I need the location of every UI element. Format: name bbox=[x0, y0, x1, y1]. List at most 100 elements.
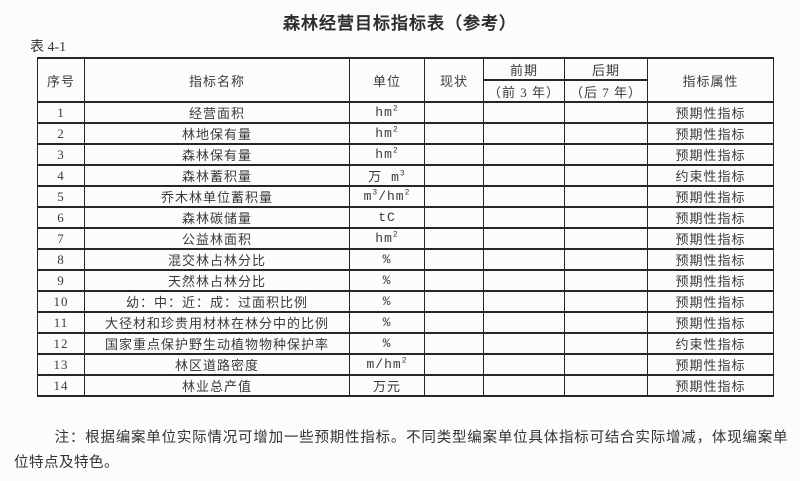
header-late-years: （后 7 年） bbox=[564, 79, 648, 103]
early-period-value bbox=[483, 311, 565, 334]
table-row: 4 森林蓄积量万 m3 约束性指标 bbox=[37, 164, 774, 187]
indicator-table-body: 1 经营面积 hm2 预期性指标 2 林地保有量 hm2 预期性指标 3 森林保有量 hm2 预期性指… bbox=[37, 101, 774, 397]
indicator-attribute: 预期性指标 bbox=[647, 374, 774, 397]
indicator-unit: 万元 bbox=[349, 374, 425, 397]
indicator-name: 天然林占林分比 bbox=[84, 269, 350, 292]
row-number: 4 bbox=[37, 164, 85, 187]
late-period-value bbox=[564, 101, 648, 124]
current-value bbox=[424, 374, 484, 397]
header-no: 序号 bbox=[37, 57, 85, 103]
header-attribute: 指标属性 bbox=[647, 57, 774, 103]
early-period-value bbox=[483, 122, 565, 145]
indicator-name: 混交林占林分比 bbox=[84, 248, 350, 271]
table-row: 14 林业总产值 万元 预期性指标 bbox=[37, 374, 774, 397]
early-period-value bbox=[483, 290, 565, 313]
current-value bbox=[424, 248, 484, 271]
indicator-unit: % bbox=[349, 311, 425, 334]
early-period-value bbox=[483, 248, 565, 271]
indicator-name: 森林碳储量 bbox=[84, 206, 350, 229]
current-value bbox=[424, 164, 484, 187]
indicator-unit: % bbox=[349, 269, 425, 292]
indicator-attribute: 预期性指标 bbox=[647, 185, 774, 208]
current-value bbox=[424, 122, 484, 145]
early-period-value bbox=[483, 164, 565, 187]
table-row: 11 大径材和珍贵用材林在林分中的比例% 预期性指标 bbox=[37, 311, 774, 334]
late-period-value bbox=[564, 248, 648, 271]
table-row: 7 公益林面积 hm2 预期性指标 bbox=[37, 227, 774, 250]
early-period-value bbox=[483, 332, 565, 355]
indicator-attribute: 预期性指标 bbox=[647, 269, 774, 292]
late-period-value bbox=[564, 290, 648, 313]
table-number-label: 表 4-1 bbox=[30, 40, 67, 55]
row-number: 7 bbox=[37, 227, 85, 250]
footnote: 注：根据编案单位实际情况可增加一些预期性指标。不同类型编案单位具体指标可结合实际… bbox=[14, 430, 788, 471]
table-row: 12 国家重点保护野生动植物物种保护率% 约束性指标 bbox=[37, 332, 774, 355]
early-period-value bbox=[483, 353, 565, 376]
table-row: 2 林地保有量 hm2 预期性指标 bbox=[37, 122, 774, 145]
table-row: 1 经营面积 hm2 预期性指标 bbox=[37, 101, 774, 124]
table-row: 8 混交林占林分比% 预期性指标 bbox=[37, 248, 774, 271]
indicator-attribute: 约束性指标 bbox=[647, 164, 774, 187]
indicator-name: 森林保有量 bbox=[84, 143, 350, 166]
indicator-attribute: 预期性指标 bbox=[647, 206, 774, 229]
row-number: 12 bbox=[37, 332, 85, 355]
table-row: 13 林区道路密度 m/hm2 预期性指标 bbox=[37, 353, 774, 376]
early-period-value bbox=[483, 374, 565, 397]
indicator-unit: % bbox=[349, 290, 425, 313]
late-period-value bbox=[564, 227, 648, 250]
indicator-name: 经营面积 bbox=[84, 101, 350, 124]
indicator-attribute: 预期性指标 bbox=[647, 248, 774, 271]
header-early-years: （前 3 年） bbox=[483, 79, 565, 103]
header-row-bottom: （前 3 年） （后 7 年） bbox=[38, 79, 774, 103]
indicator-unit: % bbox=[349, 332, 425, 355]
current-value bbox=[424, 311, 484, 334]
row-number: 9 bbox=[37, 269, 85, 292]
current-value bbox=[424, 290, 484, 313]
indicator-name: 国家重点保护野生动植物物种保护率 bbox=[84, 332, 350, 355]
indicator-unit: m/hm2 bbox=[349, 353, 425, 376]
current-value bbox=[424, 206, 484, 229]
indicator-name: 乔木林单位蓄积量 bbox=[84, 185, 350, 208]
indicator-attribute: 预期性指标 bbox=[647, 101, 774, 124]
late-period-value bbox=[564, 143, 648, 166]
early-period-value bbox=[483, 101, 565, 124]
indicator-unit: m3/hm2 bbox=[349, 185, 425, 208]
early-period-value bbox=[483, 206, 565, 229]
current-value bbox=[424, 353, 484, 376]
row-number: 13 bbox=[37, 353, 85, 376]
row-number: 11 bbox=[37, 311, 85, 334]
indicator-name: 林地保有量 bbox=[84, 122, 350, 145]
late-period-value bbox=[564, 206, 648, 229]
early-period-value bbox=[483, 143, 565, 166]
indicator-attribute: 预期性指标 bbox=[647, 227, 774, 250]
row-number: 3 bbox=[37, 143, 85, 166]
indicator-table: 序号 指标名称 单位 现状 前期 后期 指标属性 （前 3 年） （后 7 年）… bbox=[37, 57, 774, 397]
early-period-value bbox=[483, 269, 565, 292]
indicator-name: 大径材和珍贵用材林在林分中的比例 bbox=[84, 311, 350, 334]
table-row: 6 森林碳储量 tC 预期性指标 bbox=[37, 206, 774, 229]
current-value bbox=[424, 101, 484, 124]
late-period-value bbox=[564, 122, 648, 145]
table-row: 9 天然林占林分比% 预期性指标 bbox=[37, 269, 774, 292]
indicator-attribute: 预期性指标 bbox=[647, 122, 774, 145]
current-value bbox=[424, 269, 484, 292]
header-early-period: 前期 bbox=[483, 57, 565, 81]
current-value bbox=[424, 332, 484, 355]
late-period-value bbox=[564, 374, 648, 397]
row-number: 14 bbox=[37, 374, 85, 397]
current-value bbox=[424, 185, 484, 208]
row-number: 8 bbox=[37, 248, 85, 271]
indicator-unit: hm2 bbox=[349, 227, 425, 250]
header-row-top: 序号 指标名称 单位 现状 前期 后期 指标属性 bbox=[37, 57, 774, 103]
late-period-value bbox=[564, 269, 648, 292]
late-period-value bbox=[564, 311, 648, 334]
table-row: 5 乔木林单位蓄积量 m3/hm2 预期性指标 bbox=[37, 185, 774, 208]
indicator-unit: hm2 bbox=[349, 101, 425, 124]
early-period-value bbox=[483, 227, 565, 250]
indicator-unit: hm2 bbox=[349, 122, 425, 145]
indicator-name: 公益林面积 bbox=[84, 227, 350, 250]
late-period-value bbox=[564, 185, 648, 208]
row-number: 1 bbox=[37, 101, 85, 124]
table-row: 10 幼：中：近：成：过面积比例% 预期性指标 bbox=[37, 290, 774, 313]
